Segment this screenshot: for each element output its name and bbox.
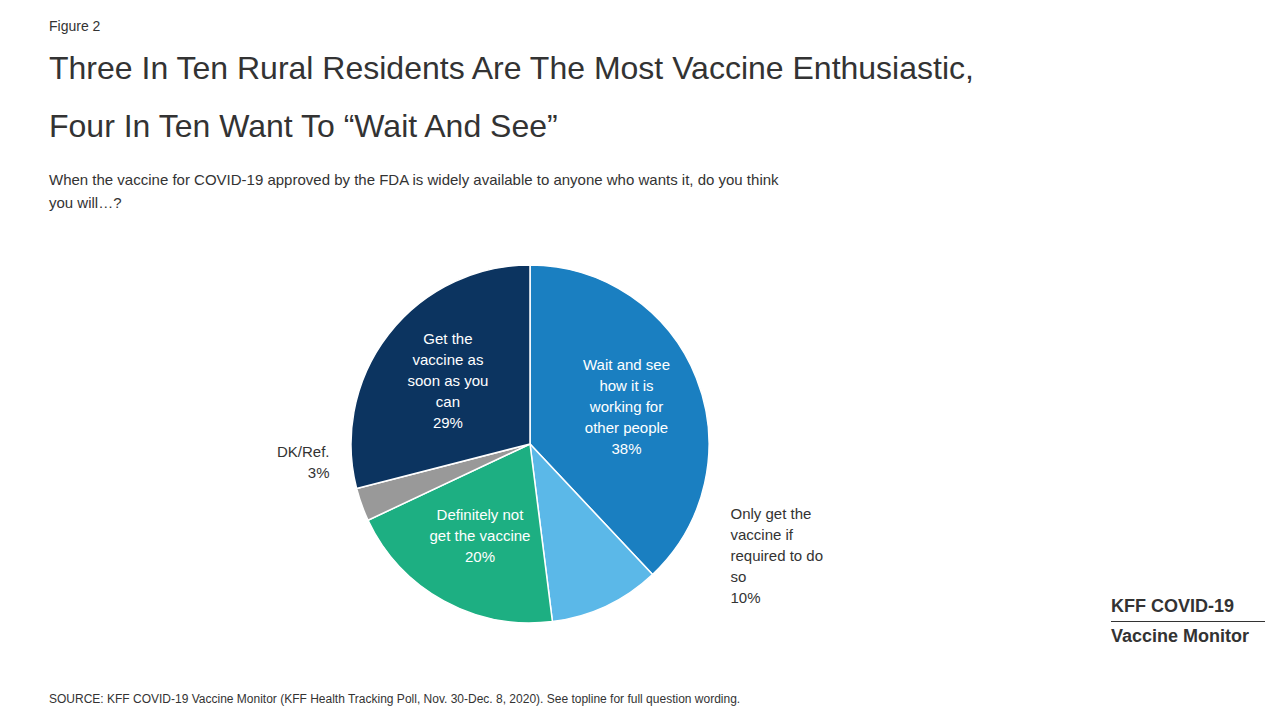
html-text:Figure 2: Figure 2 xyxy=(49,18,101,34)
html-text:Four In Ten Want To “Wait And: Four In Ten Want To “Wait And See” xyxy=(49,108,558,144)
svg-text:Only get thevaccine ifrequired: Only get thevaccine ifrequired to doso10… xyxy=(730,504,823,605)
svg-text:Definitely notget the vaccine2: Definitely notget the vaccine20% xyxy=(430,505,531,564)
html-text:SOURCE: KFF COVID-19 Vaccine M: SOURCE: KFF COVID-19 Vaccine Monitor (KF… xyxy=(49,692,741,706)
svg-text:Get thevaccine assoon as youca: Get thevaccine assoon as youcan29% xyxy=(408,330,489,431)
html-text:Three In Ten Rural Residents A: Three In Ten Rural Residents Are The Mos… xyxy=(49,50,974,86)
html-text:you will…?: you will…? xyxy=(49,194,122,212)
svg-text:Wait and seehow it isworking f: Wait and seehow it isworking forother pe… xyxy=(583,355,670,456)
html-text:When the vaccine for COVID-19: When the vaccine for COVID-19 approved b… xyxy=(49,171,779,188)
html-text:Vaccine Monitor: Vaccine Monitor xyxy=(1111,626,1249,646)
html-text:KFF COVID-19: KFF COVID-19 xyxy=(1111,596,1234,616)
svg-text:DK/Ref.3%: DK/Ref.3% xyxy=(277,443,330,481)
